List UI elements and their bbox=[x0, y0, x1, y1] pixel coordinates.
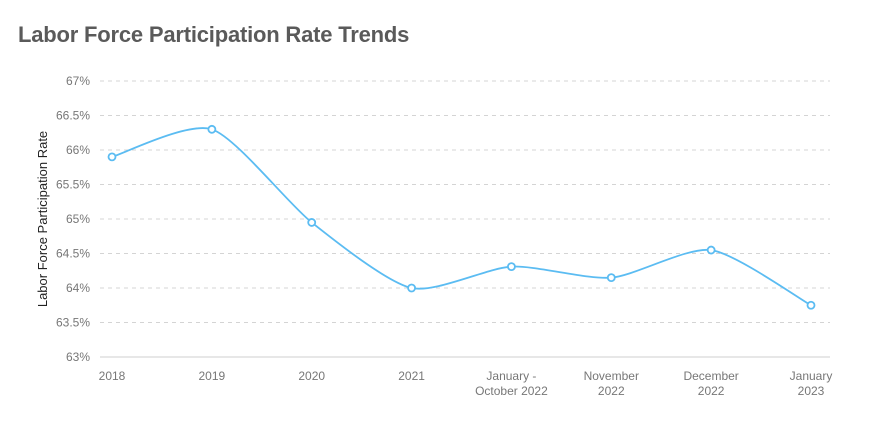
x-tick-label: 2021 bbox=[398, 369, 425, 383]
y-tick-label: 65% bbox=[66, 212, 90, 226]
x-axis-ticks: 2018 2019 2020 2021 January -October 2022 Nov… bbox=[99, 369, 833, 398]
y-tick-label: 66.5% bbox=[56, 109, 90, 123]
series-line bbox=[111, 127, 812, 307]
y-tick-label: 64% bbox=[66, 281, 90, 295]
data-point bbox=[507, 262, 516, 272]
y-tick-label: 66% bbox=[66, 143, 90, 157]
x-tick-label: 2020 bbox=[298, 369, 325, 383]
x-tick-label: January 2023 bbox=[790, 369, 833, 398]
y-axis-title: Labor Force Participation Rate bbox=[35, 131, 50, 307]
gridlines bbox=[100, 80, 830, 358]
x-tick-label: January -October 2022 bbox=[475, 369, 548, 398]
x-tick-label: 2018 bbox=[99, 369, 126, 383]
data-point bbox=[606, 273, 616, 283]
y-axis-ticks: 63% 63.5% 64% 64.5% 65% 65.5% 66% 66.5% 67% bbox=[56, 74, 90, 364]
plot-area bbox=[107, 124, 816, 310]
y-tick-label: 67% bbox=[66, 74, 90, 88]
data-point bbox=[407, 283, 416, 293]
x-tick-label: December 2022 bbox=[683, 369, 738, 398]
chart-title: Labor Force Participation Rate Trends bbox=[18, 22, 410, 47]
data-point bbox=[307, 218, 317, 227]
y-tick-label: 63.5% bbox=[56, 316, 90, 330]
y-tick-label: 63% bbox=[66, 350, 90, 364]
y-tick-label: 65.5% bbox=[56, 178, 90, 192]
data-point bbox=[107, 152, 117, 162]
y-tick-label: 64.5% bbox=[56, 247, 90, 261]
data-point bbox=[706, 245, 716, 255]
data-point bbox=[207, 124, 217, 134]
x-tick-label: 2019 bbox=[199, 369, 226, 383]
x-tick-label: November 2022 bbox=[584, 369, 639, 398]
data-point bbox=[806, 300, 816, 310]
